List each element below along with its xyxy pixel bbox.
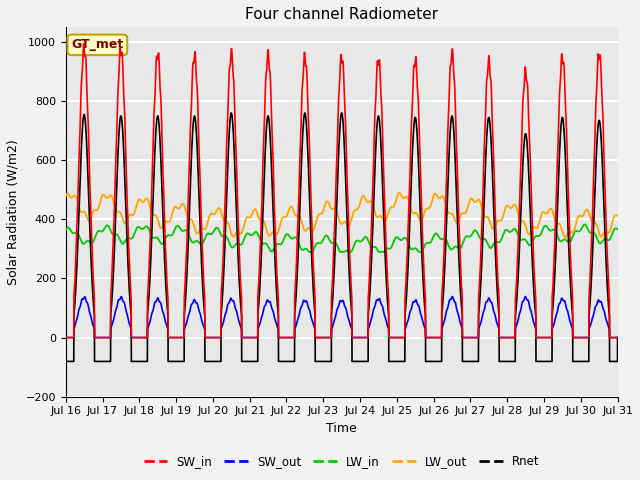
Title: Four channel Radiometer: Four channel Radiometer [245, 7, 438, 22]
Text: GT_met: GT_met [71, 38, 124, 51]
Y-axis label: Solar Radiation (W/m2): Solar Radiation (W/m2) [7, 139, 20, 285]
X-axis label: Time: Time [326, 422, 357, 435]
Legend: SW_in, SW_out, LW_in, LW_out, Rnet: SW_in, SW_out, LW_in, LW_out, Rnet [139, 451, 545, 473]
